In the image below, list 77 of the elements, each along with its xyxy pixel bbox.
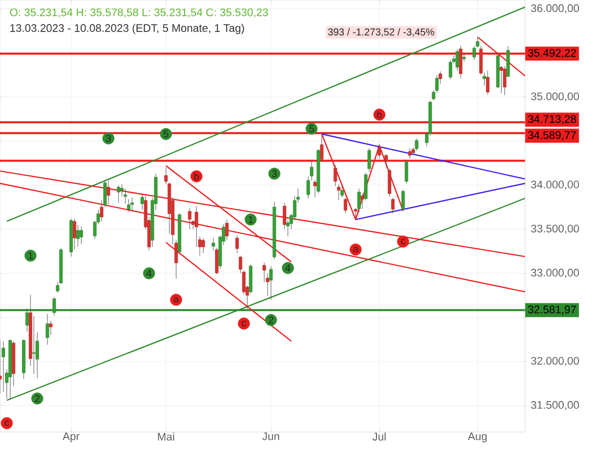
candlestick [116,184,120,204]
candlestick [127,198,130,212]
annotation: 1 [28,252,33,260]
candlestick [130,197,134,212]
candlestick [500,66,503,94]
candlestick [448,60,452,80]
annotation: 3 [106,134,111,142]
annotation: a [174,297,179,302]
annotation: a [353,246,358,252]
annotation: 2 [268,316,274,324]
candlestick [337,184,340,200]
annotation: 5 [309,125,314,132]
candlestick [212,238,216,251]
candlestick [202,238,205,254]
candlestick [313,180,317,198]
ref-line-label: 34.713,28 [528,115,576,124]
x-tick-label: Aug [468,432,487,442]
y-tick-label: 33.000,00 [531,268,579,278]
annotation: c [242,320,246,326]
annotation: 2 [34,395,40,402]
candlestick [378,143,382,159]
annotation: 4 [146,270,152,277]
candlestick [52,296,56,316]
candlestick [340,186,344,198]
candlestick [100,200,104,222]
x-tick-label: Jun [262,432,280,440]
candlestick [414,138,418,152]
candlestick [80,226,83,244]
candlestick [235,235,239,254]
candlestick [49,320,52,336]
candlestick [391,197,395,214]
candlestick [334,164,337,186]
annotation: b [194,172,199,180]
candlestick [462,52,466,62]
annotation: b [377,110,382,118]
annotation: 3 [272,170,277,178]
text: 13.03.2023 - 10.08.2023 (EDT, 5 Monate, 1 Tag) [10,24,244,34]
annotation: 5 [164,130,168,138]
x-tick-label: Jul [372,432,386,441]
candlestick [194,206,198,248]
candlestick [486,70,490,95]
candlestick [456,49,459,71]
candlestick [124,188,127,204]
candlestick [46,314,50,345]
candlestick [401,189,405,212]
x-tick-label: Mai [158,432,174,441]
ref-line-label: 35.492,22 [528,49,576,58]
candlestick [344,197,348,214]
y-tick-label: 33.500,00 [531,224,579,234]
annotation: c [401,238,406,244]
candlestick [262,262,266,282]
annotation: c [4,420,10,426]
annotation: 1 [248,216,253,223]
candlestick [388,168,392,197]
candlestick [384,154,388,168]
candlestick [408,148,412,159]
candlestick [269,266,273,300]
y-tick-label: 32.000,00 [531,356,579,366]
candlestick [368,148,371,172]
ref-line-label: 32.581,97 [528,306,576,315]
y-tick-label: 34.000,00 [531,180,579,190]
annotation: 4 [285,264,290,272]
ref-line-label: 34.589,77 [528,131,576,140]
y-tick-label: 36.000,00 [531,4,579,14]
candlestick [32,316,36,374]
y-tick-label: 35.000,00 [531,92,579,102]
candlestick [25,308,29,332]
y-tick-label: 31.500,00 [531,401,579,410]
x-tick-label: Apr [62,432,80,442]
candlestick [2,341,6,392]
candlestick [188,208,192,230]
candlestick [72,218,76,250]
text: O: 35.231,54 H: 35.578,58 L: 35.231,54 C: 35.530,23 [10,8,268,18]
candlestick [106,180,110,205]
annotation: 393 / -1.273,52 / -3,45% [328,28,434,37]
candlestick [404,159,408,184]
candlestick [503,66,506,96]
